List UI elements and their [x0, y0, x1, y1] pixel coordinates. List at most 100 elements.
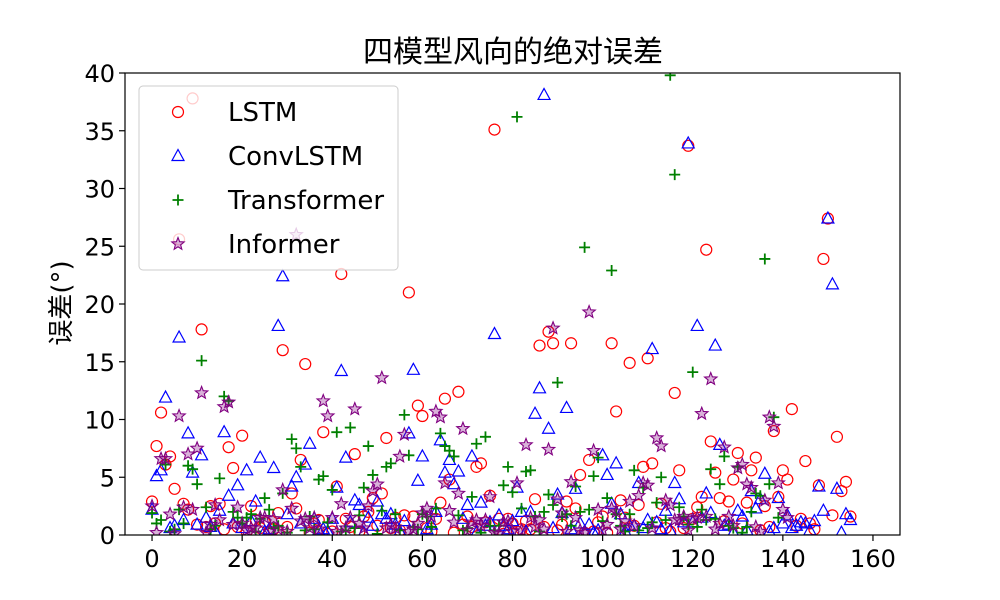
x-tick-label: 80 [497, 545, 528, 573]
data-point [550, 486, 565, 500]
data-point [295, 461, 307, 473]
data-point [820, 210, 835, 224]
data-point [538, 506, 550, 518]
data-point [730, 502, 745, 516]
data-point [708, 337, 723, 351]
data-point [546, 337, 560, 350]
data-point [685, 510, 701, 526]
data-point [543, 489, 555, 501]
x-tick-label: 20 [227, 545, 258, 573]
data-point [193, 384, 210, 400]
data-point [649, 429, 665, 445]
data-point [736, 527, 748, 535]
data-point [640, 477, 656, 492]
data-point [446, 514, 462, 529]
data-point [194, 447, 209, 461]
data-point [157, 450, 174, 466]
data-point [466, 491, 478, 503]
data-point [582, 516, 597, 530]
data-point [712, 515, 728, 530]
data-point [470, 438, 482, 450]
data-point [601, 492, 613, 504]
data-point [306, 509, 322, 525]
data-point [455, 511, 470, 524]
data-point [608, 503, 624, 519]
data-point [257, 509, 273, 525]
x-tick-label: 140 [760, 545, 806, 573]
data-point [432, 409, 449, 424]
data-point [525, 464, 537, 476]
data-point [704, 435, 717, 448]
data-point [385, 457, 397, 469]
data-point [798, 515, 813, 529]
data-point [195, 323, 208, 336]
data-point [290, 442, 302, 454]
data-point [757, 492, 773, 507]
data-point [227, 461, 240, 475]
data-point [690, 318, 705, 332]
data-point [573, 515, 588, 529]
data-point [570, 480, 582, 492]
data-point [705, 463, 717, 475]
legend-item-convlstm: ConvLSTM [170, 142, 363, 172]
data-point [286, 433, 298, 445]
data-point [626, 517, 642, 533]
data-point [569, 502, 582, 515]
data-point [789, 518, 804, 531]
data-point [763, 478, 775, 490]
data-point [606, 265, 618, 277]
data-point [258, 523, 271, 535]
data-point [645, 341, 660, 355]
data-point [416, 409, 429, 423]
data-point [573, 468, 587, 482]
data-point [331, 426, 343, 438]
data-point [441, 502, 458, 518]
data-point [299, 357, 312, 371]
data-point [799, 454, 812, 468]
data-point [145, 495, 159, 508]
data-point [757, 466, 772, 479]
data-point [362, 505, 375, 518]
data-point [740, 496, 753, 509]
data-point [775, 515, 790, 529]
data-point [655, 471, 667, 483]
data-point [811, 478, 826, 492]
data-point [437, 474, 453, 490]
data-point [419, 500, 435, 515]
y-tick-label: 40 [84, 60, 115, 88]
data-point [519, 523, 533, 535]
data-point [191, 478, 203, 490]
data-point [482, 488, 498, 504]
data-point [221, 394, 237, 409]
data-point [628, 464, 640, 476]
data-point [614, 494, 627, 507]
data-point [392, 448, 408, 463]
data-point [771, 490, 786, 504]
data-point [558, 523, 575, 535]
legend-label: ConvLSTM [228, 142, 363, 172]
data-point [500, 513, 516, 528]
data-point [317, 470, 329, 482]
data-point [376, 505, 388, 517]
data-point [464, 448, 479, 462]
data-point [829, 481, 844, 494]
data-point [347, 401, 363, 416]
data-point [298, 456, 313, 470]
y-tick-label: 0 [100, 522, 115, 550]
data-point [654, 521, 669, 535]
data-point [653, 438, 669, 453]
data-point [275, 268, 290, 282]
data-point [817, 252, 830, 266]
data-point [322, 516, 334, 528]
data-point [275, 481, 291, 497]
data-point [741, 521, 753, 533]
data-point [398, 509, 411, 522]
data-point [289, 469, 304, 483]
data-point [181, 425, 196, 439]
data-point [374, 506, 389, 520]
data-point [682, 139, 695, 152]
y-tick-label: 10 [84, 407, 115, 435]
data-point [581, 304, 597, 319]
data-point [266, 510, 282, 526]
legend-marker [170, 148, 186, 162]
